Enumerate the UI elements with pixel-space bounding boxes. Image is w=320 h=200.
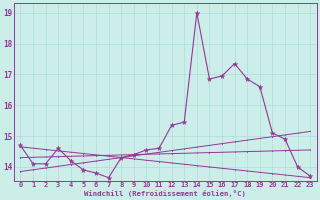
X-axis label: Windchill (Refroidissement éolien,°C): Windchill (Refroidissement éolien,°C)	[84, 190, 246, 197]
